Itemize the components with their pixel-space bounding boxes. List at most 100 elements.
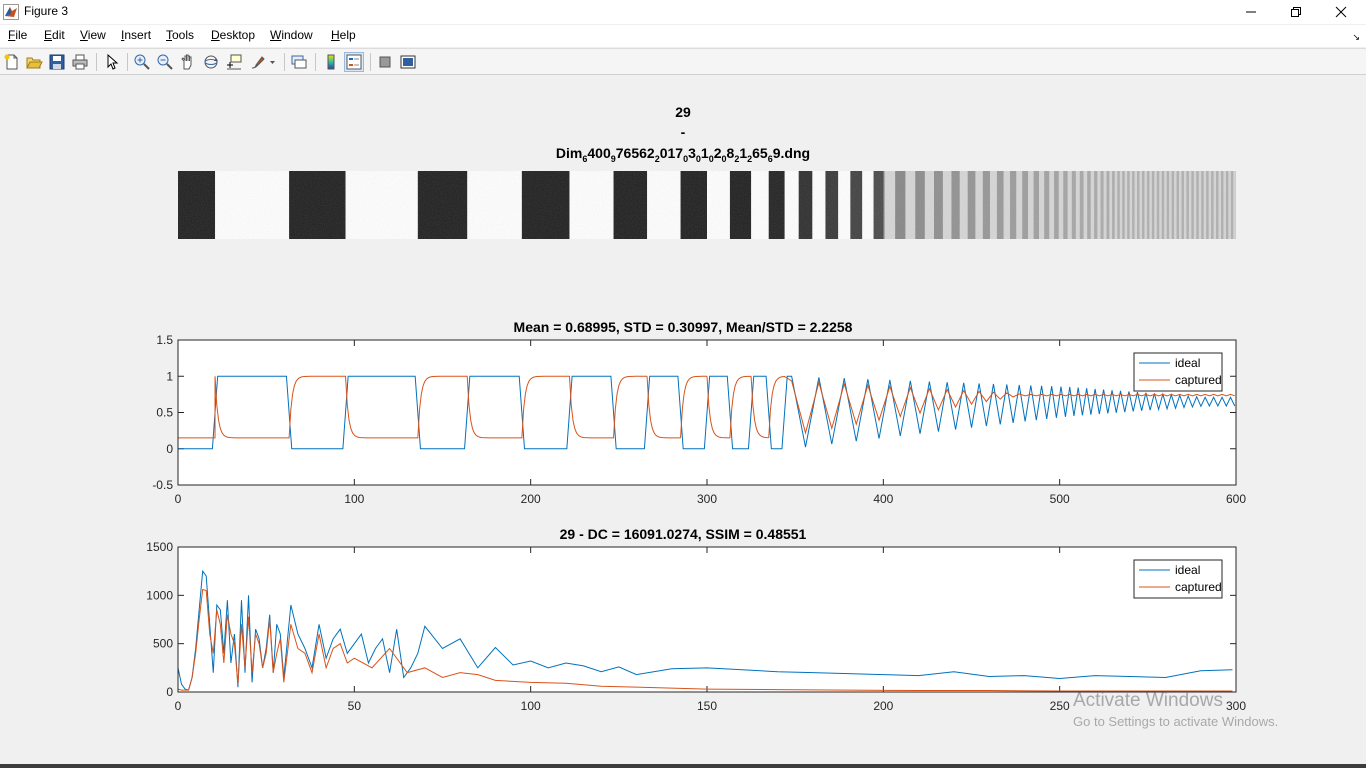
menu-mnemonic: H <box>331 28 340 42</box>
close-button[interactable] <box>1318 0 1364 24</box>
filename-subscript: 2 <box>654 153 660 164</box>
captured-image <box>178 171 1236 239</box>
title-bar: Figure 3 <box>0 0 1366 24</box>
menu-mnemonic: E <box>44 28 53 42</box>
menu-mnemonic: F <box>8 28 16 42</box>
brush-icon <box>251 56 275 69</box>
menu-tools[interactable]: Tools <box>166 28 194 42</box>
filename-part: 3 <box>688 145 696 161</box>
toolbar-separator <box>315 53 316 71</box>
chart1-title: Mean = 0.68995, STD = 0.30997, Mean/STD … <box>513 319 853 335</box>
image-title-filename: Dim64009765622017030102082126569.dng <box>0 145 1366 164</box>
show-plot-tools-button[interactable] <box>399 53 417 71</box>
filename-subscript: 2 <box>734 153 740 164</box>
menu-mnemonic: I <box>121 28 125 42</box>
filename-part: 2 <box>713 145 722 161</box>
dock-arrow-icon[interactable]: ↘ <box>1352 32 1360 42</box>
save-button[interactable] <box>48 53 66 71</box>
image-title-line2: - <box>680 124 686 140</box>
figure-toolbar <box>0 48 1366 75</box>
menu-desktop[interactable]: Desktop <box>211 28 255 42</box>
link-plot-icon <box>291 55 307 69</box>
filename-part: 8 <box>726 145 735 161</box>
zoom-out-button[interactable] <box>156 53 174 71</box>
image-title-line1: 29 <box>675 104 691 120</box>
toolbar-separator <box>96 53 97 71</box>
print-icon <box>72 54 88 70</box>
new-figure-icon <box>4 54 18 70</box>
restore-button[interactable] <box>1273 0 1319 24</box>
menu-edit[interactable]: Edit <box>44 28 65 42</box>
filename-subscript: 2 <box>747 153 753 164</box>
menu-label: dit <box>52 28 65 42</box>
open-file-icon <box>26 57 43 69</box>
filename-subscript: 0 <box>721 153 727 164</box>
taskbar-edge <box>0 764 1366 768</box>
matlab-icon <box>3 4 19 20</box>
menu-mnemonic: T <box>166 28 172 42</box>
hide-plot-tools-icon <box>379 56 391 68</box>
save-icon <box>49 54 65 70</box>
close-icon <box>1335 6 1347 18</box>
filename-part: 1 <box>700 145 709 161</box>
menu-view[interactable]: View <box>80 28 106 42</box>
filename-subscript: 6 <box>582 153 588 164</box>
legend-icon <box>346 54 362 70</box>
chart2-title: 29 - DC = 16091.0274, SSIM = 0.48551 <box>559 526 807 542</box>
colorbar-button[interactable] <box>322 53 340 71</box>
menu-window[interactable]: Window <box>270 28 313 42</box>
open-file-button[interactable] <box>25 53 43 71</box>
window-title: Figure 3 <box>24 4 69 18</box>
filename-subscript: 0 <box>695 153 701 164</box>
pan-icon <box>181 54 192 70</box>
brush-button[interactable] <box>249 53 277 71</box>
menu-label: elp <box>339 28 356 42</box>
menu-insert[interactable]: Insert <box>121 28 151 42</box>
filename-part: 65 <box>752 145 768 161</box>
rotate-3d-button[interactable] <box>202 53 220 71</box>
menu-file[interactable]: File <box>8 28 27 42</box>
print-button[interactable] <box>71 53 89 71</box>
toolbar-separator <box>127 53 128 71</box>
menu-label: iew <box>87 28 106 42</box>
filename-subscript: 0 <box>683 153 689 164</box>
filename-part: 400 <box>587 145 611 161</box>
watermark-line2: Go to Settings to activate Windows. <box>1073 714 1279 729</box>
toolbar-separator <box>284 53 285 71</box>
restore-icon <box>1291 7 1301 17</box>
menu-help[interactable]: Help <box>331 28 356 42</box>
legend-button[interactable] <box>344 52 364 72</box>
menu-label: esktop <box>219 28 256 42</box>
zoom-out-icon <box>157 54 173 70</box>
edit-plot-button[interactable] <box>103 53 121 71</box>
zoom-in-button[interactable] <box>133 53 151 71</box>
minimize-button[interactable] <box>1228 0 1274 24</box>
toolbar-separator <box>370 53 371 71</box>
zoom-in-icon <box>134 54 150 70</box>
colorbar-icon <box>327 54 335 70</box>
menu-label: ools <box>172 28 195 42</box>
filename-subscript: 0 <box>708 153 714 164</box>
new-figure-button[interactable] <box>3 53 21 71</box>
menu-label: ile <box>15 28 28 42</box>
filename-part: 76562 <box>615 145 655 161</box>
pan-button[interactable] <box>179 53 197 71</box>
show-plot-tools-icon <box>400 55 416 69</box>
hide-plot-tools-button[interactable] <box>376 53 394 71</box>
data-cursor-button[interactable] <box>225 53 243 71</box>
filename-subscript: 6 <box>767 153 773 164</box>
minimize-icon <box>1246 11 1256 13</box>
rotate-3d-icon <box>204 55 218 69</box>
data-cursor-icon <box>227 54 242 70</box>
link-plot-button[interactable] <box>290 53 308 71</box>
menu-mnemonic: W <box>270 28 282 42</box>
filename-part: 9.dng <box>772 145 811 161</box>
menu-label: nsert <box>124 28 152 42</box>
menu-bar: File Edit View Insert Tools Desktop Wind… <box>0 25 1366 47</box>
menu-mnemonic: V <box>80 28 88 42</box>
filename-subscript: 9 <box>610 153 616 164</box>
menu-label: indow <box>281 28 313 42</box>
watermark-line1: Activate Windows <box>1073 690 1223 711</box>
filename-part: Dim <box>555 145 583 161</box>
filename-part: 1 <box>739 145 748 161</box>
